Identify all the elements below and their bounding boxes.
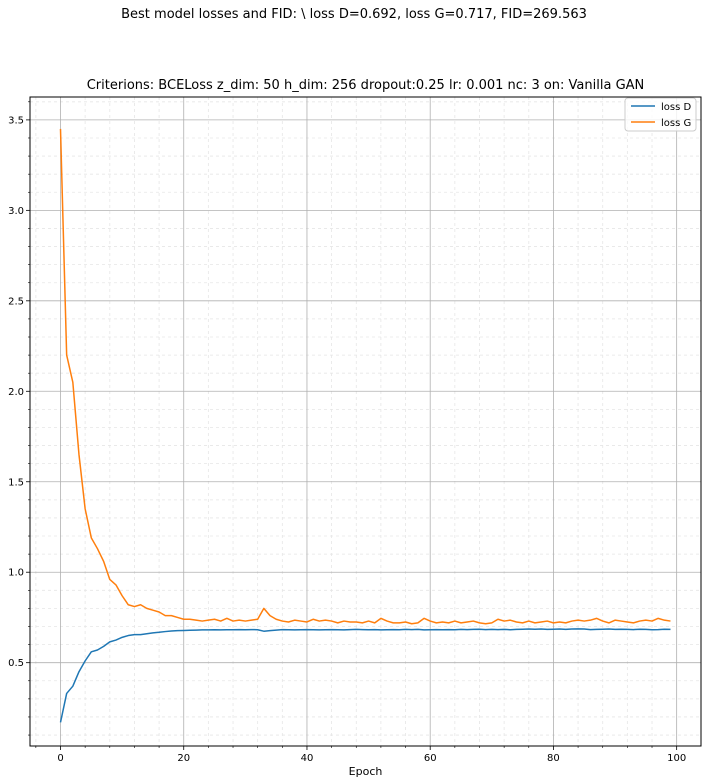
x-axis-label: Epoch xyxy=(349,765,383,778)
legend-label-loss-d: loss D xyxy=(661,102,691,113)
y-tick-label: 0.5 xyxy=(8,658,24,669)
x-tick-label: 60 xyxy=(424,753,437,764)
x-tick-label: 40 xyxy=(301,753,314,764)
minor-grid xyxy=(30,97,701,746)
x-tick-label: 100 xyxy=(667,753,686,764)
y-tick-label: 1.0 xyxy=(8,568,24,579)
series-line-loss-d xyxy=(59,628,671,723)
chart-title: Criterions: BCELoss z_dim: 50 h_dim: 256… xyxy=(87,78,645,93)
axes-background xyxy=(30,97,701,746)
series-layer xyxy=(59,128,671,723)
axes-frame xyxy=(29,96,702,747)
y-tick-label: 1.5 xyxy=(8,477,24,488)
y-tick-label: 3.5 xyxy=(8,115,24,126)
major-grid xyxy=(30,97,701,746)
figure-suptitle: Best model losses and FID: \ loss D=0.69… xyxy=(121,7,587,22)
legend-label-loss-g: loss G xyxy=(661,118,691,129)
x-tick-label: 80 xyxy=(547,753,560,764)
y-tick-label: 2.5 xyxy=(8,296,24,307)
legend: loss D loss G xyxy=(624,97,697,132)
y-axis-ticks: 0.5 1.0 1.5 2.0 2.5 3.0 3.5 xyxy=(8,101,30,736)
x-tick-label: 0 xyxy=(57,753,63,764)
y-tick-label: 3.0 xyxy=(8,206,24,217)
plot-area: 0 20 40 60 80 100 0.5 1.0 1.5 2.0 2.5 3.0 3.5 Epoch xyxy=(8,96,702,778)
x-tick-label: 20 xyxy=(177,753,190,764)
x-axis-ticks: 0 20 40 60 80 100 xyxy=(35,746,686,764)
series-line-loss-g xyxy=(59,128,671,625)
y-tick-label: 2.0 xyxy=(8,387,24,398)
